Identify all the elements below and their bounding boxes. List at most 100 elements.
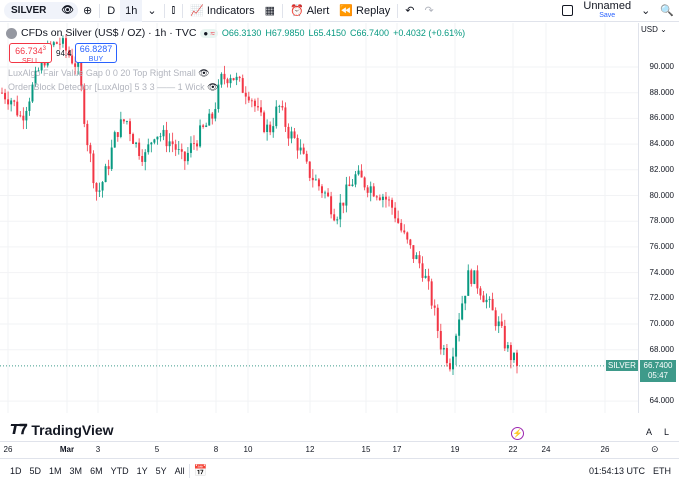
clock[interactable]: 01:54:13 UTC — [588, 465, 645, 476]
range-all[interactable]: All — [174, 465, 185, 476]
interval-dropdown[interactable]: ⌄ — [142, 0, 161, 22]
candle-body — [317, 179, 320, 187]
candle-body — [473, 270, 476, 284]
candle-body — [37, 70, 40, 72]
range-6m[interactable]: 6M — [90, 465, 103, 476]
range-5y[interactable]: 5Y — [155, 465, 167, 476]
undo-button[interactable]: ↶ — [400, 0, 419, 22]
indicator-fvg[interactable]: LuxAlgo Fair Value Gap 0 0 20 Top Right … — [8, 68, 210, 78]
layout-dropdown[interactable]: ⌄ — [636, 0, 655, 22]
square-icon — [562, 5, 574, 16]
goto-date-icon[interactable]: 📅 — [193, 465, 208, 477]
candles-icon: ⫾ — [171, 4, 176, 16]
candle-body — [74, 63, 77, 67]
candle-body — [128, 121, 131, 135]
candle-body — [488, 299, 491, 300]
eye-icon[interactable]: 👁 — [207, 82, 219, 92]
indicator-order-block[interactable]: Order Block Detector [LuxAlgo] 5 3 3 —— … — [8, 82, 219, 92]
interval-d-button[interactable]: D — [107, 4, 116, 17]
eye-icon[interactable]: 👁 — [198, 68, 210, 78]
price-axis[interactable]: USD ⌄ 90.000 88.000 86.000 84.000 82.000 80.0… — [638, 23, 679, 413]
legend-open: O66.3130 — [221, 28, 262, 38]
sell-button[interactable]: 66.7343 SELL — [9, 43, 52, 65]
candle-body — [150, 142, 153, 145]
eye-icon[interactable]: 👁 — [61, 5, 74, 16]
candle-body — [10, 100, 13, 105]
range-ytd[interactable]: YTD — [110, 465, 129, 476]
layout-button[interactable] — [557, 0, 578, 22]
price-tick: 76.000 — [649, 241, 674, 251]
indicators-button[interactable]: 📈 Indicators — [185, 0, 259, 22]
candle-body — [92, 153, 95, 184]
divider — [99, 3, 101, 18]
candle-body — [351, 184, 354, 187]
candle-body — [147, 144, 150, 153]
candle-body — [366, 187, 369, 193]
quick-search-button[interactable]: 🔍 — [655, 0, 679, 22]
range-1y[interactable]: 1Y — [136, 465, 148, 476]
candle-body — [269, 124, 272, 133]
price-chart[interactable] — [0, 23, 638, 413]
interval-1h-button[interactable]: 1h — [120, 0, 143, 22]
templates-button[interactable]: ▦ — [260, 0, 280, 22]
candle-body — [256, 106, 259, 108]
redo-icon: ↷ — [424, 5, 434, 17]
chart-legend: CFDs on Silver (US$ / OZ) · 1h · TVC ● ≈… — [6, 27, 465, 39]
currency-selector[interactable]: USD ⌄ — [641, 25, 667, 34]
candle-body — [183, 151, 186, 162]
indicators-label: Indicators — [206, 4, 255, 17]
candle-body — [186, 152, 189, 162]
log-scale-button[interactable]: L — [664, 427, 670, 437]
candle-body — [290, 131, 293, 139]
settings-icon[interactable]: ⊙ — [651, 444, 659, 454]
candle-body — [22, 115, 25, 121]
chart-type-button[interactable]: ⫾ — [167, 0, 181, 22]
candle-body — [430, 281, 433, 306]
candle-body — [19, 115, 22, 117]
candle-body — [250, 100, 253, 102]
symbol-search[interactable]: SILVER 👁 — [4, 2, 78, 19]
candle-body — [101, 182, 104, 191]
candle-body — [305, 153, 308, 162]
candle-body — [427, 275, 430, 282]
last-price-label: 66.7400 05:47 — [640, 360, 676, 382]
candle-body — [479, 288, 482, 296]
replay-button[interactable]: ⏪ Replay — [334, 0, 395, 22]
candle-body — [205, 125, 208, 127]
candle-body — [68, 50, 71, 56]
candle-body — [156, 136, 159, 140]
candle-body — [80, 58, 83, 87]
date-tick: 3 — [95, 445, 101, 454]
candle-body — [485, 299, 488, 303]
candle-body — [458, 319, 461, 336]
legend-title[interactable]: CFDs on Silver (US$ / OZ) · 1h · TVC — [21, 27, 197, 39]
add-symbol-button[interactable]: ⊕ — [78, 0, 97, 22]
candle-body — [95, 183, 98, 192]
candle-body — [464, 295, 467, 304]
range-3m[interactable]: 3M — [69, 465, 83, 476]
price-tick: 90.000 — [649, 62, 674, 71]
range-1m[interactable]: 1M — [49, 465, 62, 476]
lightning-icon[interactable]: ⚡ — [511, 427, 524, 440]
candle-body — [348, 184, 351, 187]
layout-name[interactable]: Unnamed Save — [578, 0, 636, 22]
time-axis[interactable]: ⊙ 26 Mar 3 5 8 10 12 15 17 19 22 24 26 — [0, 441, 679, 459]
buy-button[interactable]: 66.8287 BUY — [75, 43, 117, 63]
range-5d[interactable]: 5D — [29, 465, 42, 476]
candle-body — [494, 310, 497, 327]
candle-body — [421, 263, 424, 278]
redo-button[interactable]: ↷ — [419, 0, 438, 22]
alert-button[interactable]: ⏰ Alert — [285, 0, 334, 22]
candle-body — [229, 78, 232, 84]
candle-body — [296, 137, 299, 151]
candle-body — [260, 107, 263, 113]
candle-body — [381, 196, 384, 201]
candle-body — [327, 192, 330, 197]
range-1d[interactable]: 1D — [10, 465, 22, 476]
candle-body — [55, 42, 58, 44]
auto-scale-button[interactable]: A — [646, 427, 653, 437]
session-toggle[interactable]: ETH — [653, 465, 671, 476]
save-link[interactable]: Save — [599, 11, 616, 19]
tradingview-logo[interactable]: 𝙏𝟕 TradingView — [10, 421, 114, 438]
price-tick: 70.000 — [649, 319, 674, 328]
